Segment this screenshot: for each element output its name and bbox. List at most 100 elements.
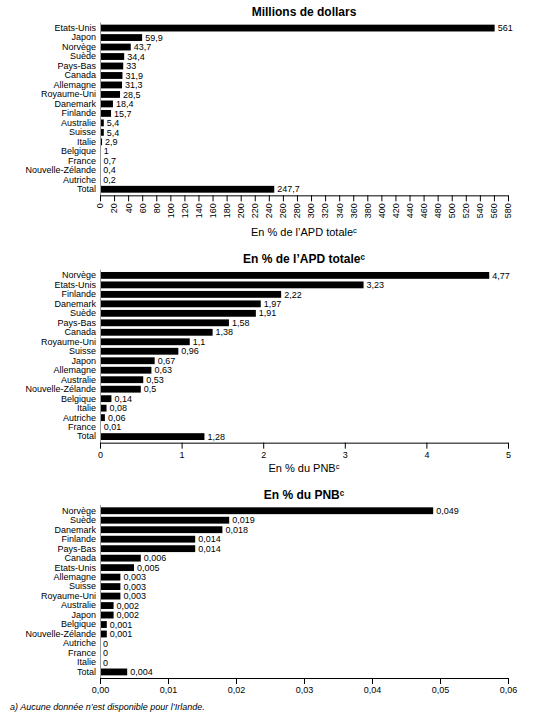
tick-label: 40: [124, 203, 134, 213]
tick-label: 400: [377, 203, 387, 218]
bar: [100, 433, 204, 440]
tick: 40: [124, 195, 134, 213]
tick-label: 0: [95, 203, 105, 208]
chart-canvas: Millions de dollars56159,943,734,43331,9…: [0, 0, 546, 716]
bar: [100, 72, 122, 79]
data-label: 0,014: [198, 544, 221, 554]
bar-chart: Millions de dollars56159,943,734,43331,9…: [25, 5, 513, 238]
tick: 0,04: [364, 678, 382, 695]
bar: [100, 357, 155, 364]
bar: [100, 536, 195, 543]
bar: [100, 300, 261, 307]
tick-label: 460: [419, 203, 429, 218]
bar: [100, 507, 433, 514]
bar: [100, 291, 281, 298]
tick-mark: [198, 195, 199, 201]
tick: 3: [343, 443, 348, 460]
tick-label: 0,01: [160, 685, 178, 695]
tick-label: 560: [489, 203, 499, 218]
y-axis: Etats-UnisJaponNorvègeSuèdePays-BasCanad…: [25, 23, 100, 196]
tick: 160: [208, 195, 218, 218]
data-label: 1,28: [207, 432, 225, 442]
tick: 240: [264, 195, 274, 218]
x-axis: 012345: [98, 443, 511, 460]
tick-label: Total: [77, 667, 96, 677]
tick-mark: [395, 195, 396, 201]
tick: 20: [109, 195, 119, 213]
data-label: 0,049: [436, 506, 459, 516]
bar-chart: En % de l’APD totaleᶜ4,773,232,221,971,9…: [25, 252, 511, 473]
tick-mark: [508, 443, 509, 449]
tick: 0,01: [160, 678, 178, 695]
tick: 420: [391, 195, 401, 218]
tick-mark: [142, 195, 143, 201]
bar: [100, 338, 190, 345]
tick: 440: [405, 195, 415, 218]
bars: [100, 507, 433, 675]
tick-mark: [168, 678, 169, 684]
chart-title: Millions de dollars: [252, 5, 357, 19]
tick-label: 0: [98, 450, 103, 460]
tick: 180: [222, 195, 232, 218]
bar: [100, 310, 256, 317]
tick-mark: [311, 195, 312, 201]
tick-label: 540: [475, 203, 485, 218]
tick-label: 500: [447, 203, 457, 218]
tick-mark: [156, 195, 157, 201]
tick-mark: [466, 195, 467, 201]
tick: 260: [278, 195, 288, 218]
x-axis: 0,000,010,020,030,040,050,06: [92, 678, 518, 695]
tick-mark: [508, 678, 509, 684]
tick: 520: [461, 195, 471, 218]
tick-label: 240: [264, 203, 274, 218]
tick-label: 0,04: [364, 685, 382, 695]
tick: 500: [447, 195, 457, 218]
tick-mark: [269, 195, 270, 201]
tick: Total: [77, 667, 96, 677]
tick-label: 520: [461, 203, 471, 218]
tick: 320: [320, 195, 330, 218]
tick-mark: [283, 195, 284, 201]
bar: [100, 82, 122, 89]
tick-mark: [480, 195, 481, 201]
tick-mark: [345, 443, 346, 449]
annotation: a) Aucune donnée n’est disponible pour l…: [10, 702, 205, 712]
tick-mark: [367, 195, 368, 201]
axis-domain: [100, 270, 101, 443]
tick-label: 440: [405, 203, 415, 218]
tick-label: 0,02: [228, 685, 246, 695]
tick: 140: [194, 195, 204, 218]
bar: [100, 91, 120, 98]
tick-label: 0,03: [296, 685, 314, 695]
tick-mark: [325, 195, 326, 201]
tick: Total: [77, 184, 96, 194]
data-label: 0,96: [181, 346, 199, 356]
y-axis: NorvègeEtats-UnisFinlandeDanemarkSuèdePa…: [25, 270, 100, 443]
tick-mark: [255, 195, 256, 201]
data-label: 247,7: [277, 184, 300, 194]
bar: [100, 583, 120, 590]
bar: [100, 329, 213, 336]
tick-label: 300: [306, 203, 316, 218]
tick-label: 0,05: [432, 685, 450, 695]
data-label: 0,01: [104, 422, 122, 432]
tick: 540: [475, 195, 485, 218]
tick-mark: [438, 195, 439, 201]
tick-mark: [508, 195, 509, 201]
tick-mark: [263, 443, 264, 449]
tick-label: 220: [250, 203, 260, 218]
tick-mark: [452, 195, 453, 201]
tick-mark: [114, 195, 115, 201]
bar: [100, 555, 141, 562]
tick: 460: [419, 195, 429, 218]
tick-mark: [440, 678, 441, 684]
data-label: 1,58: [232, 318, 250, 328]
axis-domain: [101, 443, 509, 444]
bar: [100, 25, 495, 32]
tick: 4: [424, 443, 429, 460]
tick-mark: [381, 195, 382, 201]
tick: 200: [236, 195, 246, 218]
tick-label: 20: [109, 203, 119, 213]
tick-label: 3: [343, 450, 348, 460]
x-axis-title: En % du PNBᶜ: [268, 462, 339, 474]
